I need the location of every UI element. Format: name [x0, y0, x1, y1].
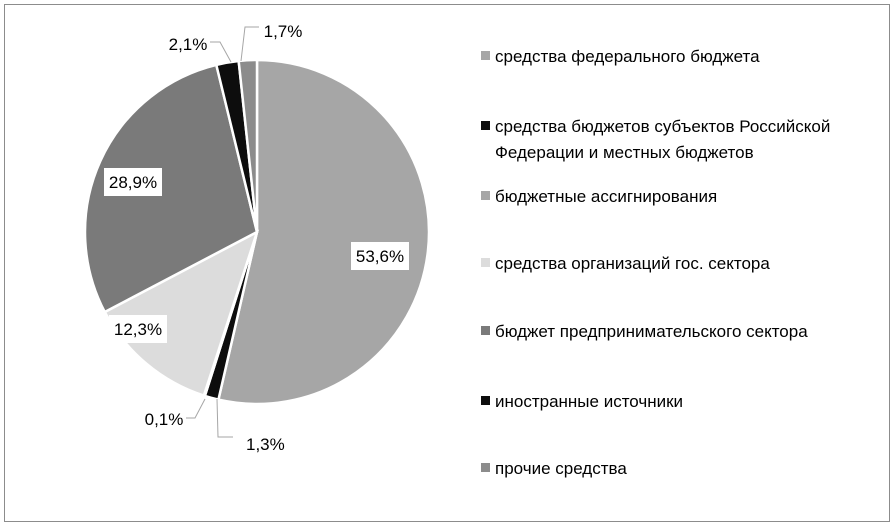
legend-label-5: бюджет предпринимательского сектора: [495, 322, 808, 341]
legend-label-2-line-2: Федерации и местных бюджетов: [495, 143, 754, 162]
data-label-box-4: [109, 315, 167, 343]
leader-line-7: [240, 26, 259, 62]
data-label-1: 53,6%: [356, 247, 404, 266]
data-label-box-1: [351, 242, 409, 270]
leader-lines: [186, 26, 259, 438]
pie-slice-4: [103, 229, 260, 398]
leader-line-3: [186, 398, 206, 419]
legend-swatch-3: [481, 191, 490, 200]
legend-swatch-4: [481, 258, 490, 267]
data-label-4: 12,3%: [114, 320, 162, 339]
chart-frame: 53,6% 1,3% 0,1% 12,3% 28,9% 2,1% 1,7% средства…: [4, 4, 890, 522]
leader-line-2: [216, 398, 233, 438]
pie-slice-1: [216, 58, 431, 406]
legend-label-4: средства организаций гос. сектора: [495, 254, 770, 273]
legend-label-3: бюджетные ассигнирования: [495, 187, 717, 206]
legend-swatch-6: [481, 396, 490, 405]
data-label-3: 0,1%: [145, 410, 184, 429]
legend-label-1: средства федерального бюджета: [495, 47, 760, 66]
legend-swatch-5: [481, 326, 490, 335]
data-label-2: 1,3%: [246, 435, 285, 454]
legend-swatch-2: [481, 121, 490, 130]
legend-swatch-7: [481, 463, 490, 472]
pie-slice-5: [83, 63, 259, 314]
legend-swatch-1: [481, 51, 490, 60]
data-label-5: 28,9%: [109, 173, 157, 192]
pie-chart: 53,6% 1,3% 0,1% 12,3% 28,9% 2,1% 1,7% средства…: [83, 22, 830, 478]
legend: средства федерального бюджета средства бю…: [481, 47, 830, 478]
data-label-6: 2,1%: [169, 35, 208, 54]
legend-label-6: иностранные источники: [495, 392, 683, 411]
data-label-7: 1,7%: [264, 22, 303, 41]
legend-label-2-line-1: средства бюджетов субъектов Российской: [495, 117, 830, 136]
data-labels: 53,6% 1,3% 0,1% 12,3% 28,9% 2,1% 1,7%: [104, 22, 409, 454]
data-label-box-5: [104, 168, 162, 196]
legend-label-7: прочие средства: [495, 459, 627, 478]
leader-line-6: [210, 41, 232, 63]
pie-slice-7: [237, 58, 259, 233]
pie-slices: [83, 58, 431, 406]
